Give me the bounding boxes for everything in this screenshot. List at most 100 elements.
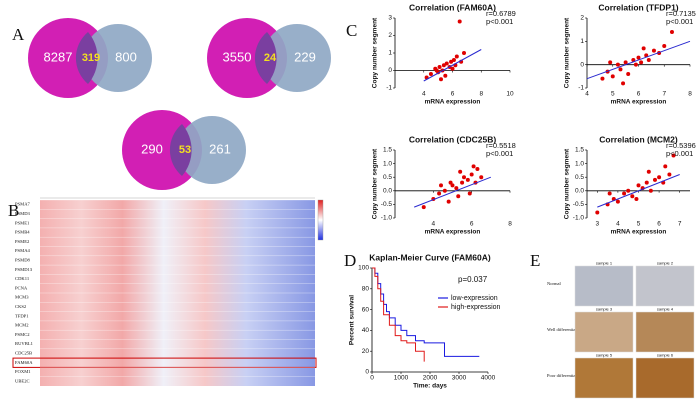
x-tick-label: 6 — [657, 221, 661, 228]
gene-label: FOXM1 — [15, 369, 31, 374]
point — [446, 199, 451, 204]
y-tick-label: -1.0 — [381, 215, 393, 222]
x-tick-label: 7 — [662, 91, 666, 98]
y-tick-label: -0.5 — [381, 201, 393, 208]
gene-label: PSMA7 — [15, 202, 31, 207]
point — [460, 180, 465, 185]
venn-right — [263, 24, 331, 92]
point — [646, 169, 651, 174]
point — [450, 66, 455, 71]
point — [618, 67, 623, 72]
annotation: p<0.001 — [666, 149, 693, 158]
legend-label: low-expression — [451, 295, 498, 302]
x-tick-label: 7 — [678, 221, 682, 228]
point — [469, 172, 474, 177]
ihc-image — [574, 265, 634, 307]
venn-count: 229 — [294, 49, 316, 64]
point — [465, 177, 470, 182]
venn-overlap — [75, 32, 98, 84]
annotation: p=0.037 — [458, 275, 488, 284]
chart-title: Correlation (MCM2) — [599, 134, 678, 144]
y-tick-label: 2 — [580, 15, 584, 22]
point — [626, 72, 631, 76]
venn-count: 3550 — [223, 49, 252, 64]
x-tick-label: 4 — [422, 91, 426, 98]
venn-count: 261 — [209, 141, 231, 156]
point — [622, 191, 627, 196]
y-axis-label: Copy number segment — [564, 17, 571, 88]
point — [652, 177, 657, 182]
annotation: r=0.6789 — [486, 9, 516, 18]
legend-label: high-expression — [451, 304, 501, 311]
y-tick-label: 60 — [362, 306, 370, 313]
venn-count: 319 — [82, 52, 100, 64]
y-tick-label: 1.0 — [575, 160, 584, 167]
fit-line — [413, 176, 492, 208]
row-label: Well differentiated — [547, 327, 581, 332]
gene-label: MCM3 — [15, 295, 29, 300]
point — [428, 72, 433, 76]
x-tick-label: 8 — [688, 91, 692, 98]
panel-label: A — [12, 25, 25, 44]
point — [623, 60, 628, 65]
gene-label: CDC25B — [15, 351, 32, 356]
x-tick-label: 6 — [470, 221, 474, 228]
x-tick-label: 4 — [585, 91, 589, 98]
x-axis-label: Time: days — [413, 383, 447, 390]
y-tick-label: 1.0 — [383, 160, 392, 167]
sample-label: sample 2 — [657, 261, 674, 266]
x-tick-label: 10 — [506, 91, 514, 98]
y-tick-label: 0.0 — [575, 188, 584, 195]
x-tick-label: 3 — [595, 221, 599, 228]
ihc-image — [574, 357, 634, 399]
gene-label: PSMD8 — [15, 258, 31, 263]
chart-title: Correlation (FAM60A) — [409, 2, 496, 12]
point — [615, 62, 620, 67]
annotation: p<0.001 — [486, 17, 513, 26]
point — [467, 191, 472, 196]
gene-label: PSMB4 — [15, 230, 30, 235]
x-axis-label: mRNA expression — [425, 229, 481, 236]
y-tick-label: 2 — [388, 32, 392, 39]
point — [639, 60, 644, 65]
y-tick-label: -1 — [578, 85, 584, 92]
venn-count: 290 — [141, 141, 163, 156]
point — [457, 19, 462, 24]
gene-label: CDK11 — [15, 276, 30, 281]
x-tick-label: 5 — [611, 91, 615, 98]
point — [475, 167, 480, 172]
point — [636, 183, 641, 188]
y-tick-label: 1.5 — [383, 147, 392, 154]
y-tick-label: 3 — [388, 15, 392, 22]
point — [448, 180, 453, 185]
chart-title: Kaplan-Meier Curve (FAM60A) — [369, 252, 491, 262]
venn-right — [178, 116, 246, 184]
x-tick-label: 2000 — [423, 375, 438, 382]
y-tick-label: 100 — [358, 265, 369, 272]
point — [608, 60, 613, 65]
point — [667, 172, 672, 177]
venn-right — [84, 24, 152, 92]
annotation: r=0.7135 — [666, 9, 696, 18]
x-axis-label: mRNA expression — [425, 99, 481, 106]
point — [471, 164, 476, 169]
y-tick-label: -1.0 — [573, 215, 585, 222]
point — [449, 59, 454, 64]
venn-count: 53 — [179, 144, 191, 156]
ihc-image — [574, 311, 634, 353]
row-label: Poor differentiated — [547, 373, 582, 378]
gene-label: PSMA4 — [15, 248, 31, 253]
y-tick-label: 1 — [388, 50, 392, 57]
panel-label: C — [346, 21, 357, 40]
y-tick-label: 20 — [362, 348, 370, 355]
y-axis-label: Copy number segment — [372, 17, 379, 88]
sample-label: sample 6 — [657, 353, 674, 358]
gene-label: UBE2C — [15, 378, 30, 383]
panel-label: E — [530, 251, 540, 270]
point — [636, 55, 641, 60]
venn-count: 8287 — [44, 49, 73, 64]
venn-count: 24 — [264, 52, 277, 64]
gene-label: PCNA — [15, 285, 28, 290]
point — [669, 30, 674, 34]
x-tick-label: 0 — [370, 375, 374, 382]
